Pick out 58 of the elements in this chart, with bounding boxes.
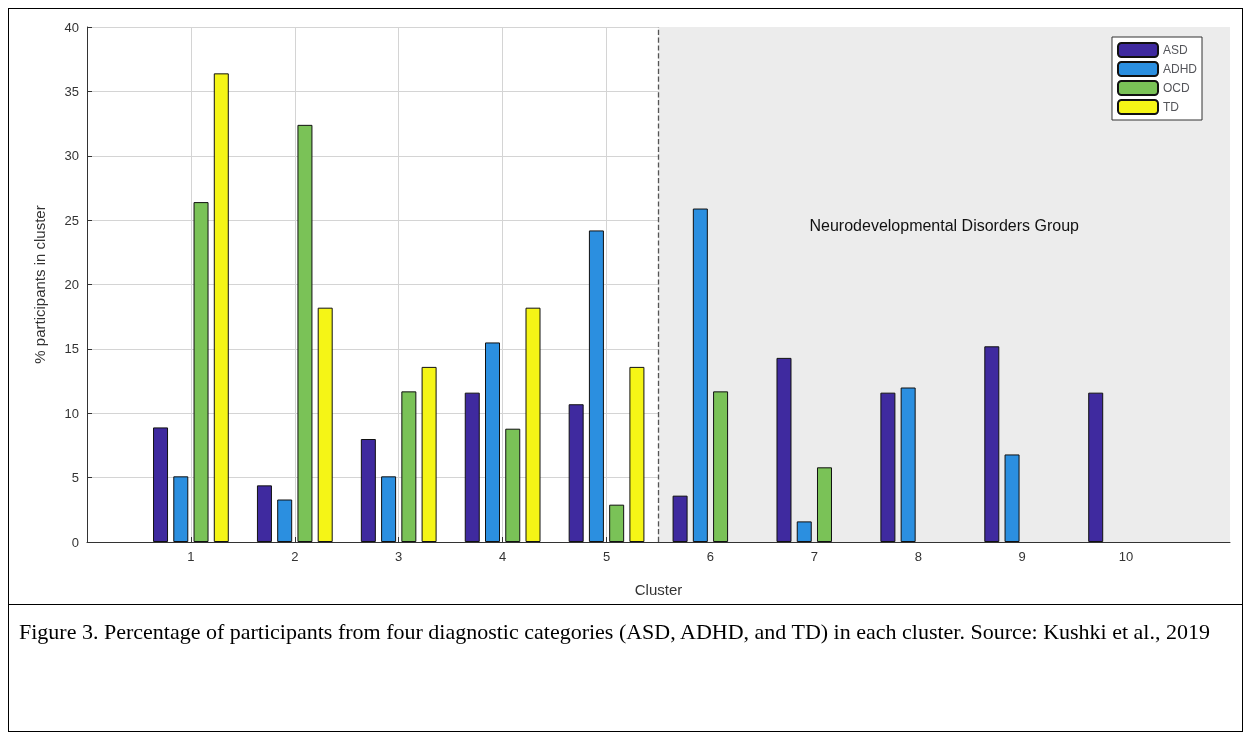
y-tick-label: 5: [71, 470, 79, 486]
bar: [984, 346, 1000, 542]
bar: [568, 404, 584, 542]
bar: [713, 391, 729, 542]
x-tick-label: 4: [499, 549, 507, 564]
x-tick-label: 1: [187, 549, 195, 564]
bar: [193, 202, 209, 542]
legend-label: OCD: [1163, 81, 1190, 95]
y-tick-label: 20: [64, 277, 79, 292]
bar: [816, 467, 832, 542]
x-tick-label: 6: [706, 549, 715, 564]
bar: [381, 476, 397, 542]
bar: [776, 357, 792, 542]
y-tick-label: 30: [64, 148, 79, 164]
bar: [464, 392, 480, 542]
bar: [277, 499, 293, 542]
bar: [485, 342, 501, 542]
bar: [153, 427, 169, 542]
x-tick-label: 5: [602, 549, 611, 564]
bar: [317, 307, 333, 542]
bar: [672, 495, 688, 542]
bar: [256, 485, 272, 542]
x-tick-label: 7: [810, 549, 818, 564]
bar: [401, 391, 417, 542]
x-axis-title: Cluster: [634, 581, 683, 598]
bar: [880, 392, 896, 542]
caption: Figure 3. Percentage of participants from four diagnostic categories (ASD, ADHD, and TD) in each cluster. Source: Kushki et al., 2019: [18, 618, 1211, 646]
bar: [692, 208, 708, 542]
bar: [505, 428, 521, 542]
bar: [796, 521, 812, 542]
bar: [588, 230, 604, 542]
bar: [421, 366, 437, 542]
bar: [297, 124, 313, 542]
y-tick-label: 15: [64, 341, 79, 357]
legend-label: TD: [1163, 100, 1180, 114]
y-tick-label: 25: [64, 212, 79, 228]
x-tick-label: 9: [1018, 549, 1026, 564]
bar: [1004, 454, 1020, 542]
band-label: Neurodevelopmental Disorders Group: [809, 217, 1080, 235]
bar: [1088, 392, 1104, 542]
bar: [629, 366, 645, 542]
y-axis-title: % participants in cluster: [31, 205, 48, 364]
x-tick-label: 2: [291, 549, 299, 564]
bar: [213, 73, 229, 542]
y-tick-label: 10: [64, 405, 79, 421]
bar: [360, 439, 376, 542]
bar: [609, 504, 625, 542]
y-tick-label: 0: [71, 534, 79, 550]
x-tick-label: 10: [1118, 549, 1134, 564]
y-tick-label: 35: [64, 83, 79, 99]
legend-label: ADHD: [1163, 62, 1198, 76]
x-tick-label: 8: [914, 549, 922, 564]
legend-label: ASD: [1163, 43, 1189, 57]
x-tick-label: 3: [395, 549, 403, 564]
bar: [525, 307, 541, 542]
y-tick-label: 40: [64, 19, 79, 35]
bar: [173, 476, 189, 542]
bar: [900, 387, 916, 542]
